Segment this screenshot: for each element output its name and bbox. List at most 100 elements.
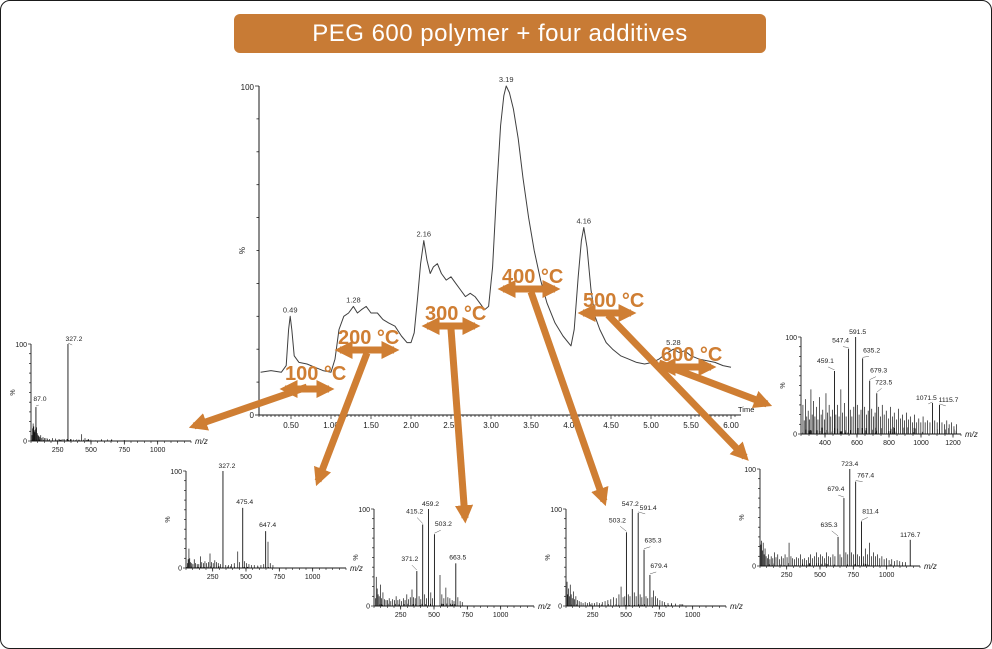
svg-text:1.28: 1.28 bbox=[346, 295, 361, 304]
svg-text:679.4: 679.4 bbox=[827, 486, 844, 493]
svg-text:327.2: 327.2 bbox=[218, 463, 235, 470]
svg-text:767.4: 767.4 bbox=[857, 473, 874, 480]
svg-text:87.0: 87.0 bbox=[33, 396, 46, 403]
svg-text:750: 750 bbox=[118, 447, 130, 454]
temp-label-600c: 600 °C bbox=[661, 344, 723, 366]
mass-spectrum-600c: 1000%400 600 800 1000 1200m/z459.1547.4591.5… bbox=[780, 329, 978, 447]
svg-text:647.4: 647.4 bbox=[259, 522, 276, 529]
svg-text:0.49: 0.49 bbox=[283, 305, 298, 314]
svg-text:m/z: m/z bbox=[350, 564, 363, 573]
svg-text:2.00: 2.00 bbox=[403, 421, 419, 430]
svg-text:100: 100 bbox=[744, 467, 756, 474]
svg-text:750: 750 bbox=[461, 612, 473, 619]
svg-text:4.16: 4.16 bbox=[576, 216, 591, 225]
temp-label-200c: 200 °C bbox=[338, 327, 400, 349]
svg-text:503.2: 503.2 bbox=[435, 521, 452, 528]
svg-text:1176.7: 1176.7 bbox=[900, 532, 921, 539]
svg-text:0: 0 bbox=[793, 432, 797, 439]
svg-text:0: 0 bbox=[558, 604, 562, 611]
svg-text:250: 250 bbox=[395, 612, 407, 619]
svg-text:635.3: 635.3 bbox=[645, 538, 662, 545]
svg-text:1000: 1000 bbox=[685, 612, 701, 619]
svg-text:%: % bbox=[238, 247, 247, 254]
svg-text:1000: 1000 bbox=[913, 440, 929, 447]
svg-text:5.00: 5.00 bbox=[643, 421, 659, 430]
svg-text:1000: 1000 bbox=[150, 447, 166, 454]
svg-text:400: 400 bbox=[819, 440, 831, 447]
svg-text:723.4: 723.4 bbox=[841, 461, 858, 468]
svg-text:547.2: 547.2 bbox=[622, 501, 639, 508]
svg-text:811.4: 811.4 bbox=[862, 508, 879, 515]
svg-text:663.5: 663.5 bbox=[449, 554, 466, 561]
svg-text:4.00: 4.00 bbox=[563, 421, 579, 430]
svg-text:2.50: 2.50 bbox=[443, 421, 459, 430]
svg-text:m/z: m/z bbox=[195, 437, 208, 446]
svg-text:371.2: 371.2 bbox=[401, 556, 418, 563]
svg-text:250: 250 bbox=[52, 447, 64, 454]
svg-text:m/z: m/z bbox=[730, 602, 743, 611]
svg-text:750: 750 bbox=[847, 572, 859, 579]
temp-label-400c: 400 °C bbox=[502, 266, 564, 288]
svg-text:1200: 1200 bbox=[945, 440, 961, 447]
svg-text:100: 100 bbox=[550, 507, 562, 514]
svg-text:1000: 1000 bbox=[879, 572, 895, 579]
svg-text:679.4: 679.4 bbox=[650, 563, 667, 570]
svg-text:800: 800 bbox=[883, 440, 895, 447]
svg-text:0: 0 bbox=[366, 604, 370, 611]
svg-text:500: 500 bbox=[814, 572, 826, 579]
svg-text:2.16: 2.16 bbox=[416, 230, 431, 239]
svg-text:679.3: 679.3 bbox=[870, 368, 887, 375]
svg-text:500: 500 bbox=[620, 612, 632, 619]
svg-text:0: 0 bbox=[178, 566, 182, 573]
svg-text:750: 750 bbox=[653, 612, 665, 619]
temp-label-500c: 500 °C bbox=[583, 290, 645, 312]
title-banner: PEG 600 polymer + four additives bbox=[234, 14, 766, 53]
svg-text:547.4: 547.4 bbox=[832, 338, 849, 345]
svg-text:m/z: m/z bbox=[538, 602, 551, 611]
svg-text:500: 500 bbox=[240, 574, 252, 581]
svg-text:1.50: 1.50 bbox=[363, 421, 379, 430]
svg-text:635.2: 635.2 bbox=[863, 347, 880, 354]
svg-text:250: 250 bbox=[207, 574, 219, 581]
svg-text:100: 100 bbox=[170, 469, 182, 476]
svg-text:1071.5: 1071.5 bbox=[916, 395, 937, 402]
svg-text:0.50: 0.50 bbox=[283, 421, 299, 430]
svg-text:591.5: 591.5 bbox=[849, 329, 866, 336]
svg-text:%: % bbox=[739, 514, 746, 520]
svg-text:250: 250 bbox=[781, 572, 793, 579]
svg-text:750: 750 bbox=[273, 574, 285, 581]
svg-text:Time: Time bbox=[738, 405, 754, 414]
temp-label-300c: 300 °C bbox=[425, 303, 487, 325]
svg-text:1000: 1000 bbox=[305, 574, 321, 581]
svg-text:1000: 1000 bbox=[493, 612, 509, 619]
svg-text:6.00: 6.00 bbox=[723, 421, 739, 430]
svg-text:100: 100 bbox=[15, 342, 27, 349]
svg-text:500: 500 bbox=[428, 612, 440, 619]
svg-text:327.2: 327.2 bbox=[65, 336, 82, 343]
svg-text:5.50: 5.50 bbox=[683, 421, 699, 430]
svg-text:m/z: m/z bbox=[965, 430, 978, 439]
svg-text:%: % bbox=[165, 516, 172, 522]
temp-label-100c: 100 °C bbox=[285, 363, 347, 385]
svg-text:0: 0 bbox=[250, 411, 255, 420]
svg-text:100: 100 bbox=[785, 335, 797, 342]
mass-spectrum-400c: 1000%250 500 750 1000m/z503.2547.2591.4635.… bbox=[545, 501, 743, 619]
svg-text:%: % bbox=[780, 382, 787, 388]
svg-text:m/z: m/z bbox=[924, 562, 937, 571]
svg-text:3.00: 3.00 bbox=[483, 421, 499, 430]
svg-text:723.5: 723.5 bbox=[875, 379, 892, 386]
mass-spectrum-500c: 1000%250 500 750 1000m/z635.3679.4723.4767.… bbox=[739, 461, 937, 579]
svg-text:100: 100 bbox=[358, 507, 370, 514]
svg-text:1115.7: 1115.7 bbox=[939, 397, 959, 404]
svg-text:0: 0 bbox=[23, 439, 27, 446]
svg-text:475.4: 475.4 bbox=[236, 499, 253, 506]
svg-text:100: 100 bbox=[241, 83, 255, 92]
svg-text:%: % bbox=[353, 554, 360, 560]
svg-text:500: 500 bbox=[85, 447, 97, 454]
svg-text:3.50: 3.50 bbox=[523, 421, 539, 430]
svg-text:459.1: 459.1 bbox=[817, 358, 834, 365]
svg-text:0: 0 bbox=[752, 564, 756, 571]
